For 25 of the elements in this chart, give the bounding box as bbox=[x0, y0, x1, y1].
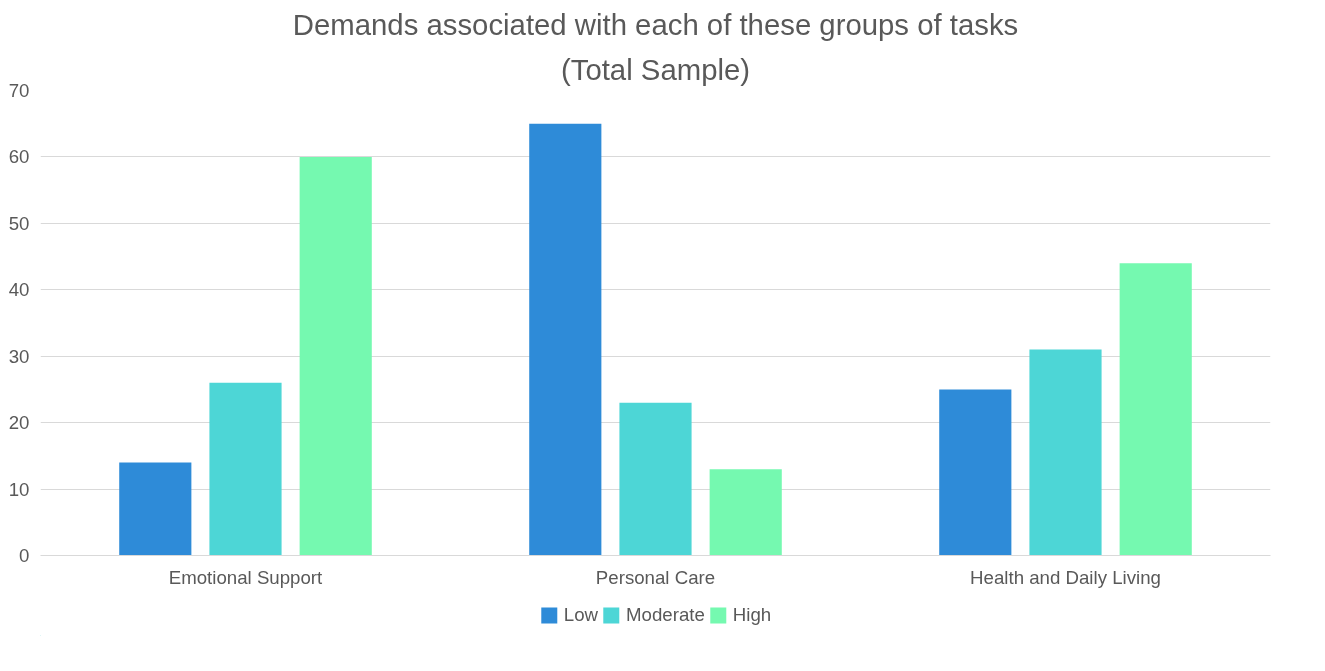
bar bbox=[1119, 263, 1192, 556]
chart-subtitle: (Total Sample) bbox=[560, 52, 751, 86]
x-tick-label: Health and Daily Living bbox=[970, 566, 1161, 588]
y-tick-label: 50 bbox=[8, 212, 30, 234]
bar bbox=[209, 382, 282, 556]
y-tick-label: 60 bbox=[8, 146, 30, 168]
y-tick-label: 10 bbox=[8, 478, 30, 500]
y-tick-label: 0 bbox=[19, 545, 30, 566]
bar bbox=[119, 462, 192, 556]
legend-label: Moderate bbox=[626, 604, 705, 626]
bar bbox=[939, 389, 1012, 556]
x-tick-label: Emotional Support bbox=[168, 566, 324, 588]
y-tick-label: 70 bbox=[8, 80, 30, 101]
legend-label: Low bbox=[563, 604, 599, 626]
y-tick-label: 40 bbox=[8, 279, 30, 301]
chart-title: Demands associated with each of these groups of tasks bbox=[292, 7, 1019, 41]
x-tick-label: Personal Care bbox=[595, 566, 716, 588]
bar bbox=[529, 123, 602, 556]
bar bbox=[1029, 349, 1102, 556]
y-tick-label: 20 bbox=[8, 412, 30, 434]
legend-label: High bbox=[732, 604, 772, 626]
bar bbox=[709, 469, 782, 556]
bar bbox=[619, 402, 692, 556]
y-tick-label: 30 bbox=[8, 345, 30, 367]
bar bbox=[299, 156, 372, 556]
